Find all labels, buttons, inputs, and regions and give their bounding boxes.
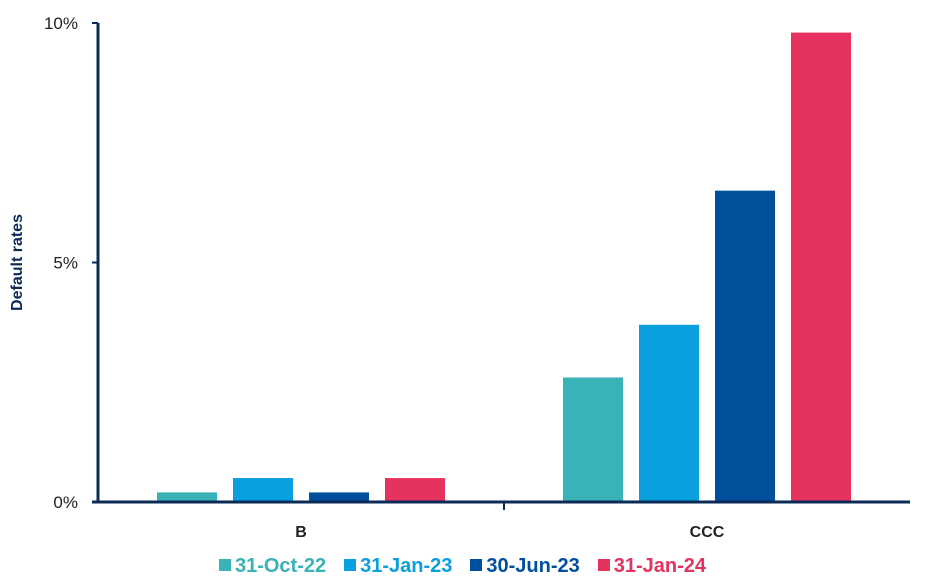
legend: 31-Oct-22 31-Jan-23 30-Jun-23 31-Jan-24	[0, 555, 925, 578]
legend-swatch	[218, 559, 231, 571]
y-axis-title: Default rates	[9, 214, 26, 311]
legend-item: 31-Oct-22	[218, 555, 327, 578]
x-axis-labels: B CCC	[295, 502, 725, 541]
bar-b-31-jan-24	[385, 478, 445, 501]
legend-label: 31-Oct-22	[234, 555, 327, 577]
bar-b-30-jun-23	[309, 492, 369, 501]
legend-item: 31-Jan-23	[344, 555, 452, 578]
legend-item: 31-Jan-24	[597, 555, 707, 578]
legend-swatch	[470, 559, 483, 571]
bar-b-31-oct-22	[157, 492, 217, 501]
bar-ccc-31-oct-22	[563, 377, 623, 501]
y-axis-ticks: 0% 5% 10%	[44, 14, 98, 512]
legend-swatch	[344, 559, 357, 571]
bar-ccc-30-jun-23	[715, 190, 775, 501]
bar-ccc-31-jan-23	[639, 324, 699, 501]
bars	[157, 32, 851, 501]
legend-label: 31-Jan-24	[613, 555, 707, 577]
x-category-label: B	[295, 524, 307, 541]
legend-label: 31-Jan-23	[360, 555, 453, 577]
y-tick-label: 0%	[53, 493, 78, 512]
legend-label: 30-Jun-23	[486, 555, 580, 577]
legend-item: 30-Jun-23	[470, 555, 580, 578]
y-tick-label: 5%	[53, 254, 78, 273]
y-tick-label: 10%	[44, 14, 78, 33]
bar-ccc-31-jan-24	[791, 32, 851, 501]
bar-b-31-jan-23	[233, 478, 293, 501]
legend-swatch	[597, 559, 610, 571]
x-category-label: CCC	[690, 524, 725, 541]
